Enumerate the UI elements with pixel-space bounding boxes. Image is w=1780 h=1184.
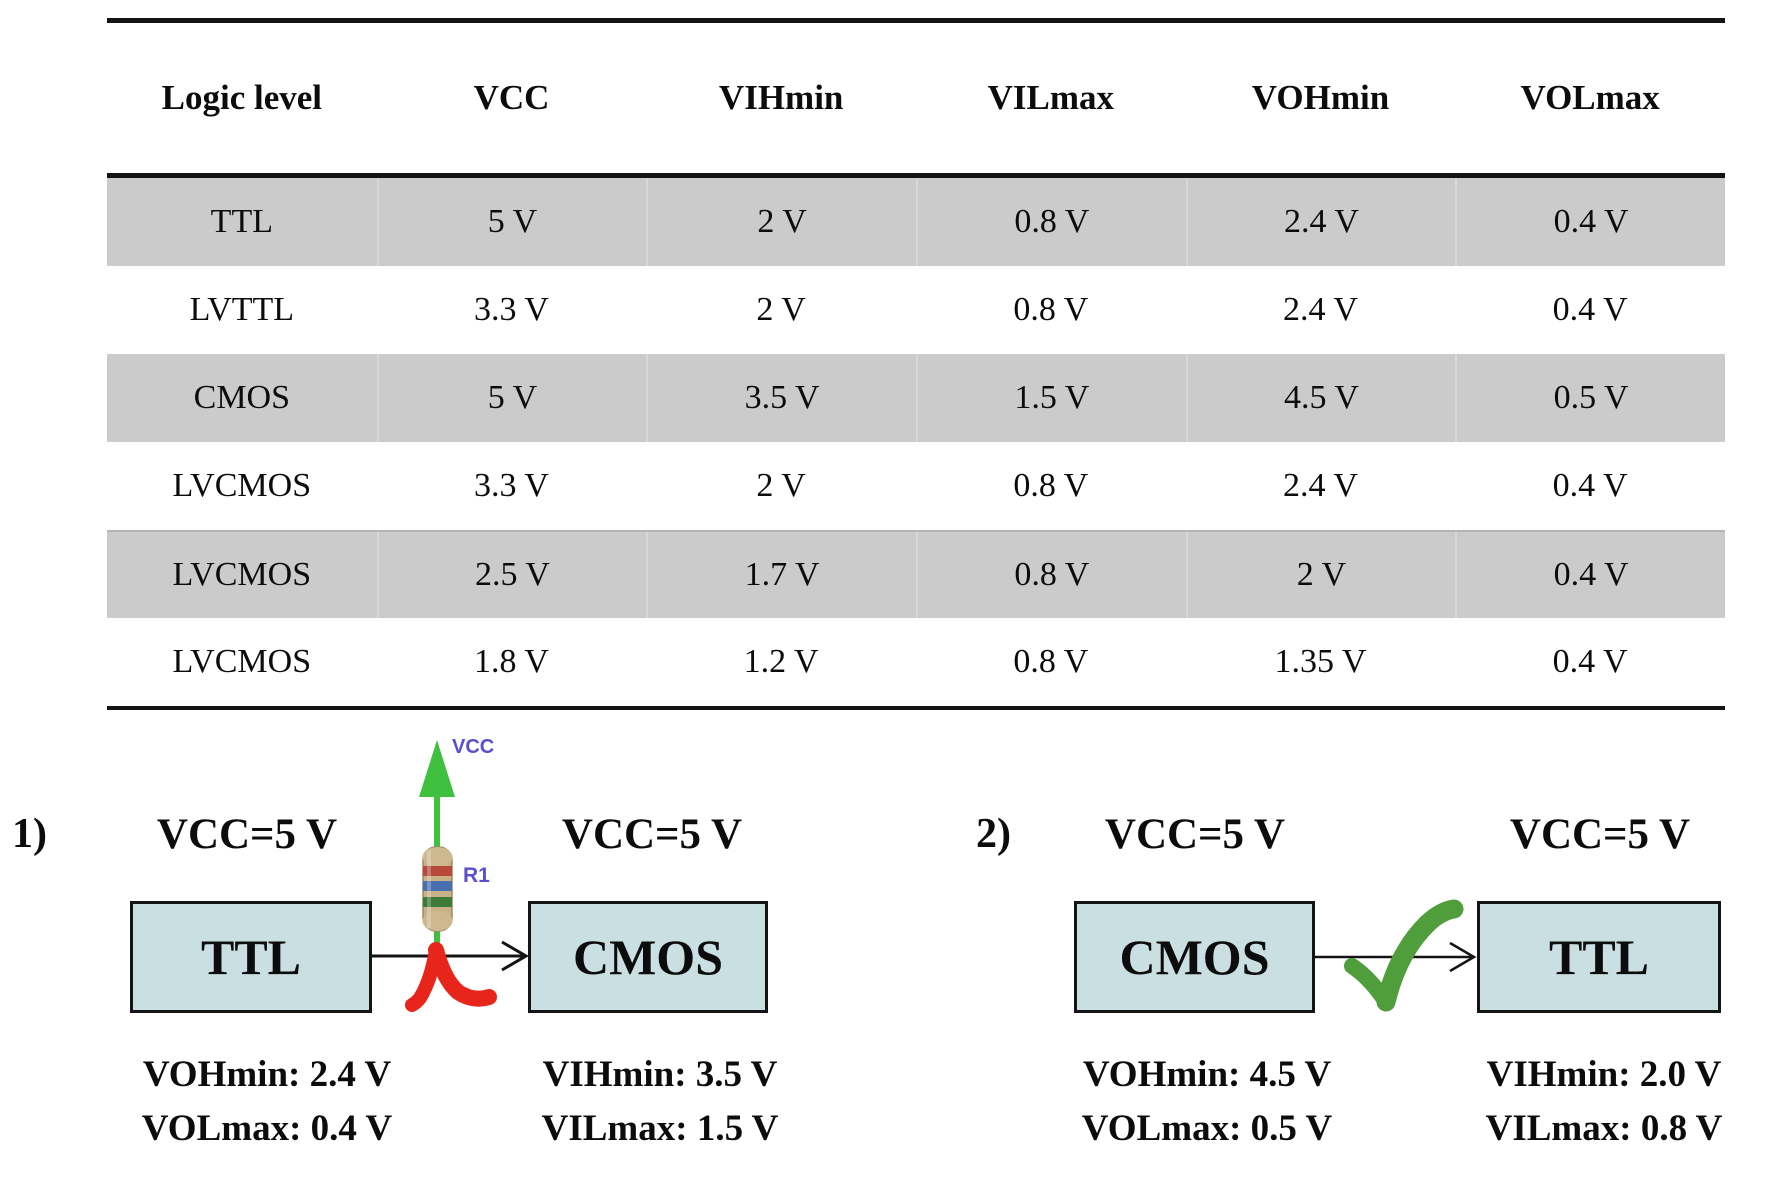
column-header-vilmax: VILmax <box>987 78 1115 117</box>
diagram1-resistor-label: R1 <box>463 864 490 887</box>
table-cell: 0.4 V <box>1552 291 1628 328</box>
table-cell: 1.2 V <box>743 643 819 680</box>
compatible-check-mark <box>1344 899 1464 1012</box>
table-cell: 0.8 V <box>1013 643 1089 680</box>
table-header-rule <box>107 173 1725 178</box>
column-header-volmax: VOLmax <box>1520 78 1660 117</box>
table-cell: 2 V <box>1185 532 1456 618</box>
diagram2-vcc-right-label: VCC=5 V <box>1509 811 1691 858</box>
table-cell: 0.4 V <box>1455 178 1725 266</box>
diagram2-dest-box-ttl: TTL <box>1477 901 1721 1013</box>
diagram1-dest-box-cmos: CMOS <box>528 901 768 1013</box>
diagram2-volmax-spec: VOLmax: 0.5 V <box>1081 1108 1333 1149</box>
table-cell: 3.5 V <box>646 354 916 442</box>
table-cell: 0.4 V <box>1552 467 1628 504</box>
diagram1-vcc-left-label: VCC=5 V <box>156 811 338 858</box>
incompatible-mark <box>405 942 497 1012</box>
diagram2-index: 2) <box>976 811 1011 857</box>
diagram1-vcc-net-label: VCC <box>452 736 495 758</box>
table-cell: 1.8 V <box>474 643 549 680</box>
diagram1-source-box-ttl: TTL <box>130 901 372 1013</box>
table-cell: LVTTL <box>189 291 295 328</box>
diagram1-source-specs: VOHmin: 2.4 V VOLmax: 0.4 V <box>142 1048 392 1156</box>
column-header-vcc: VCC <box>473 78 550 117</box>
table-bottom-rule <box>107 706 1725 710</box>
table-cell: 5 V <box>376 354 647 442</box>
table-cell: 2 V <box>646 178 916 266</box>
diagram1-index: 1) <box>12 811 47 857</box>
diagram1-vcc-right-label: VCC=5 V <box>561 811 743 858</box>
diagram2-dest-box-label: TTL <box>1548 929 1650 985</box>
table-cell: 2.4 V <box>1283 467 1358 504</box>
resistor-icon <box>422 846 453 932</box>
column-header-vihmin: VIHmin <box>718 78 844 117</box>
diagram1-vohmin-spec: VOHmin: 2.4 V <box>142 1054 392 1095</box>
diagram2-vohmin-spec: VOHmin: 4.5 V <box>1082 1054 1332 1095</box>
diagram2-source-box-cmos: CMOS <box>1074 901 1315 1013</box>
table-cell: 2.4 V <box>1283 291 1358 328</box>
table-cell: 3.3 V <box>474 467 549 504</box>
table-cell: LVCMOS <box>172 643 312 680</box>
table-cell: 2.4 V <box>1185 178 1456 266</box>
table-top-rule <box>107 18 1725 23</box>
diagram1-dest-box-label: CMOS <box>573 929 723 985</box>
vcc-supply-arrow <box>419 740 455 953</box>
table-row: CMOS 5 V 3.5 V 1.5 V 4.5 V 0.5 V <box>107 354 1725 442</box>
column-header-logic-level: Logic level <box>161 78 323 117</box>
table-cell: 0.5 V <box>1455 354 1725 442</box>
table-cell: 5 V <box>376 178 647 266</box>
table-cell: 2 V <box>756 291 806 328</box>
table-cell: 0.4 V <box>1455 532 1725 618</box>
diagram1-vilmax-spec: VILmax: 1.5 V <box>541 1108 779 1149</box>
column-header-vohmin: VOHmin <box>1251 78 1390 117</box>
diagram2-source-box-label: CMOS <box>1119 929 1270 985</box>
table-cell: 2 V <box>756 467 806 504</box>
diagram1-dest-specs: VIHmin: 3.5 V VILmax: 1.5 V <box>542 1048 779 1156</box>
table-cell: CMOS <box>193 379 291 416</box>
table-row: LVTTL 3.3 V 2 V 0.8 V 2.4 V 0.4 V <box>107 266 1725 354</box>
table-cell: LVCMOS <box>172 467 312 504</box>
table-cell: 0.4 V <box>1552 643 1628 680</box>
diagram1-volmax-spec: VOLmax: 0.4 V <box>141 1108 393 1149</box>
diagram2-vihmin-spec: VIHmin: 2.0 V <box>1486 1054 1722 1095</box>
table-cell: 0.8 V <box>1013 291 1089 328</box>
diagram2-vilmax-spec: VILmax: 0.8 V <box>1485 1108 1723 1149</box>
diagram2-vcc-left-label: VCC=5 V <box>1104 811 1286 858</box>
table-cell: LVCMOS <box>172 556 312 593</box>
table-cell: 1.35 V <box>1274 643 1367 680</box>
table-cell: TTL <box>210 203 273 240</box>
table-row: LVCMOS 1.8 V 1.2 V 0.8 V 1.35 V 0.4 V <box>107 618 1725 706</box>
table-cell: 1.7 V <box>646 532 916 618</box>
diagram2-dest-specs: VIHmin: 2.0 V VILmax: 0.8 V <box>1486 1048 1723 1156</box>
table-cell: 0.8 V <box>1013 467 1089 504</box>
diagram1-source-box-label: TTL <box>200 929 302 985</box>
table-cell: 3.3 V <box>474 291 549 328</box>
logic-level-table: Logic level VCC VIHmin VILmax VOHmin VOL… <box>107 18 1725 710</box>
table-cell: 4.5 V <box>1185 354 1456 442</box>
signal-arrow-1 <box>372 940 529 972</box>
table-row: LVCMOS 3.3 V 2 V 0.8 V 2.4 V 0.4 V <box>107 442 1725 530</box>
table-header-row: Logic level VCC VIHmin VILmax VOHmin VOL… <box>107 23 1725 173</box>
table-cell: 1.5 V <box>915 354 1186 442</box>
signal-arrow-2 <box>1315 941 1477 973</box>
diagram2-source-specs: VOHmin: 4.5 V VOLmax: 0.5 V <box>1082 1048 1332 1156</box>
table-cell: 0.8 V <box>915 532 1186 618</box>
table-cell: 2.5 V <box>376 532 647 618</box>
table-cell: 0.8 V <box>915 178 1186 266</box>
diagram1-vihmin-spec: VIHmin: 3.5 V <box>542 1054 778 1095</box>
